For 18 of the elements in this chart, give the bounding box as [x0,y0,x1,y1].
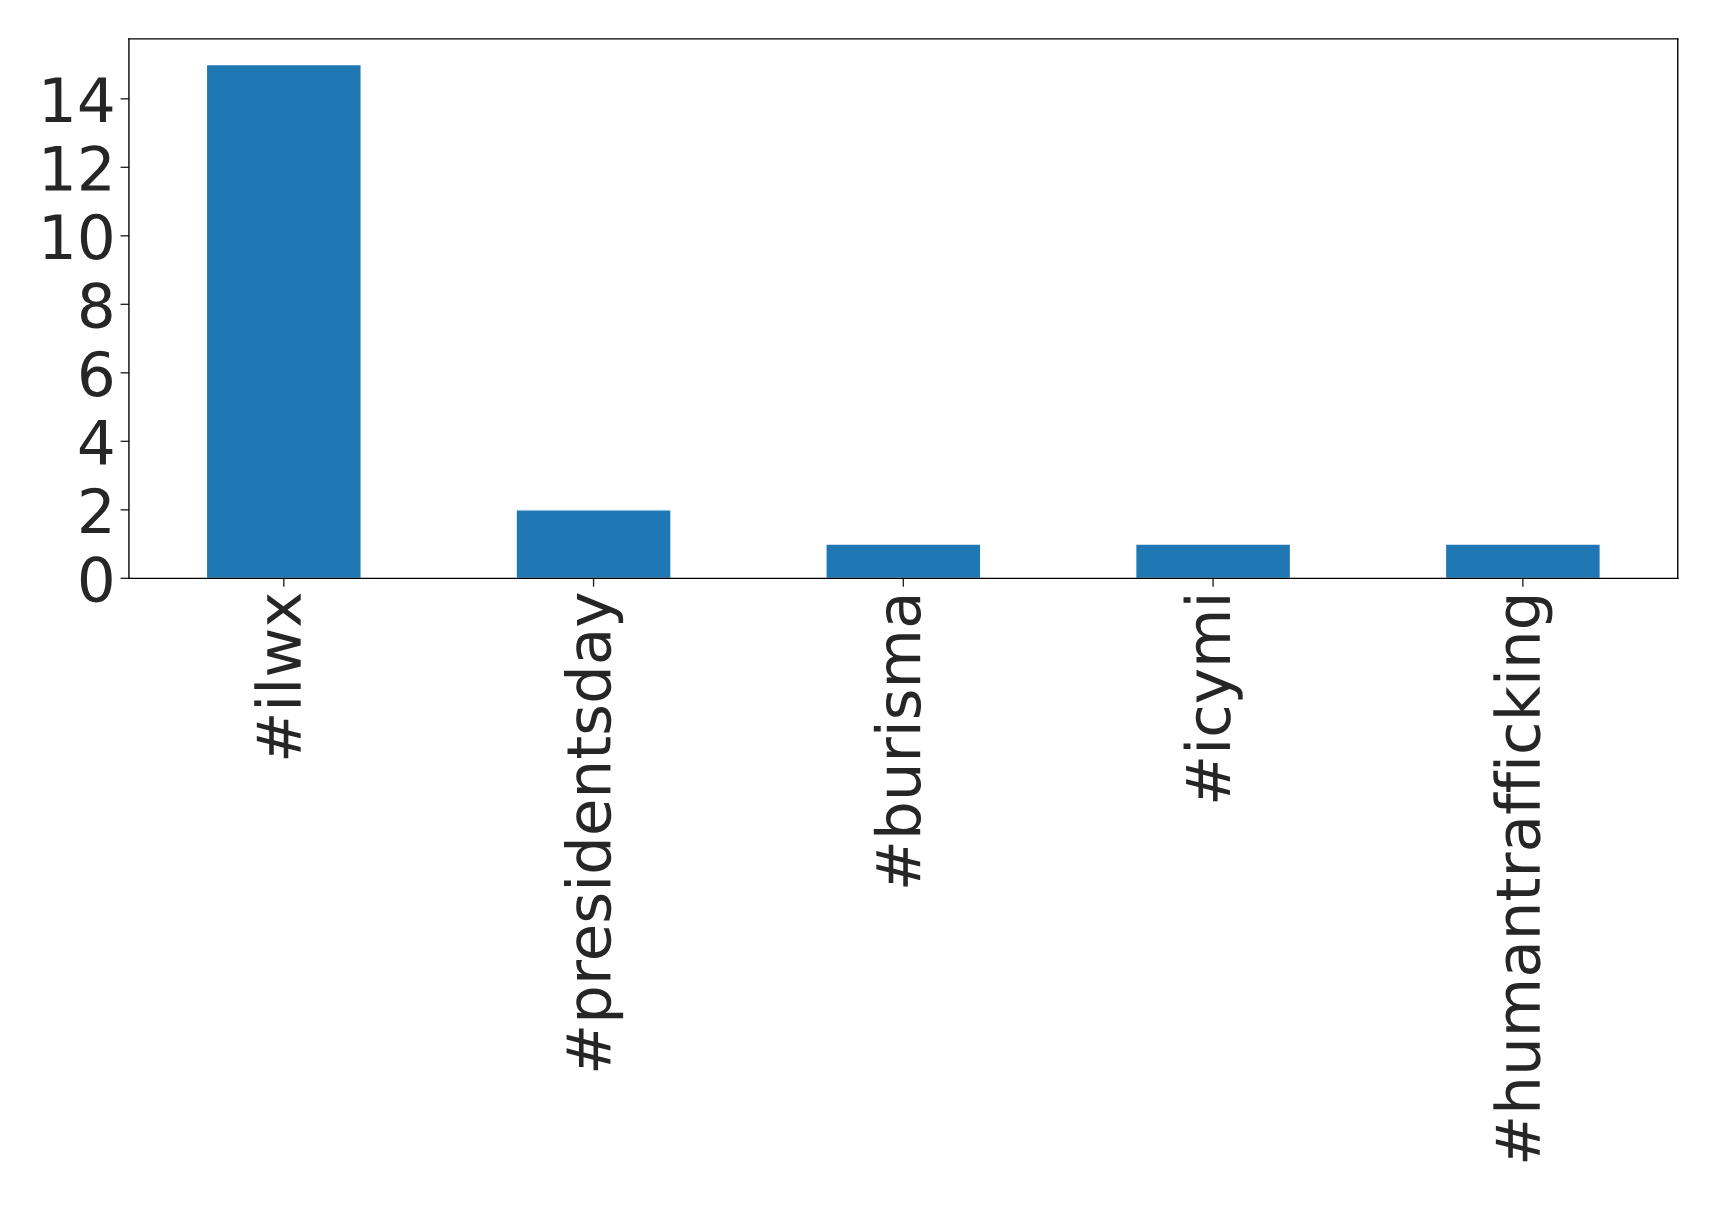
y-tick-label: 12 [44,145,110,191]
x-tick-label: #ilwx [254,593,301,759]
bar [1134,543,1292,579]
x-tick-label: #icymi [1183,597,1243,802]
y-tick-label: 6 [81,350,112,397]
bar [205,63,362,579]
x-tick-label: #humantrafficking [1493,597,1553,1162]
y-tick-label: 2 [81,487,110,534]
bar [825,543,982,579]
y-tick-label: 0 [80,556,112,603]
y-tick-label: 8 [80,282,112,329]
y-tick-label: 10 [44,213,112,260]
y-tick-label: 4 [79,420,113,465]
x-tick-label: #presidentsday [564,593,624,1071]
x-tick-label: #burisma [873,597,922,887]
bar [515,509,672,579]
bar [1444,543,1601,579]
y-tick-label: 14 [44,77,113,123]
